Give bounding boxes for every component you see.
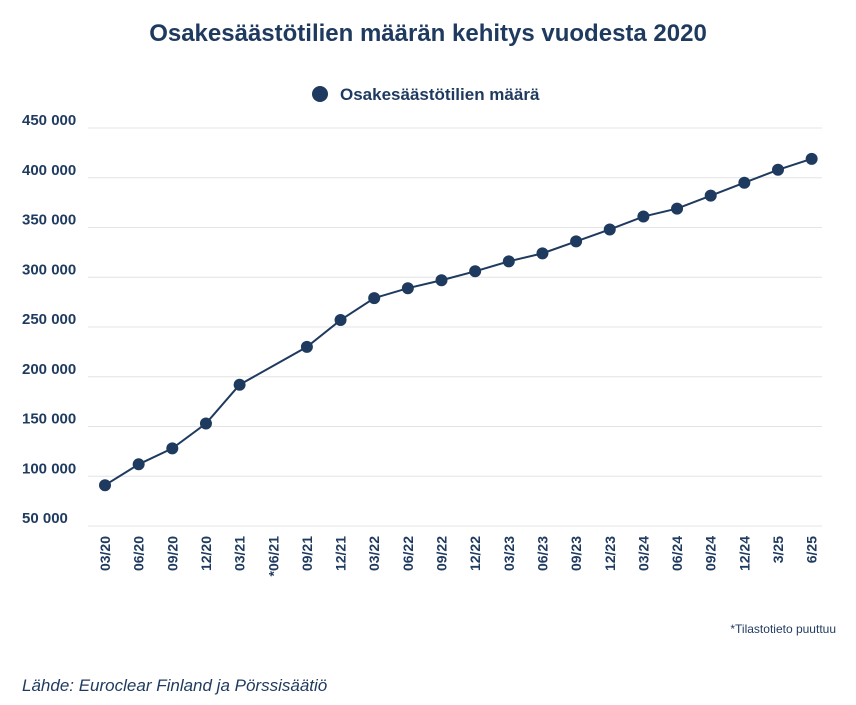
data-point [704,189,717,202]
legend-label: Osakesäästötilien määrä [340,85,540,104]
x-tick-label: 12/22 [467,536,483,571]
data-point [435,274,448,287]
data-point [637,210,650,223]
x-tick-label: 12/20 [198,536,214,571]
data-point [603,223,616,236]
data-point [300,340,313,353]
data-point [368,292,381,305]
x-tick-label: 06/23 [534,536,550,571]
x-tick-label: 09/24 [703,536,719,571]
x-tick-label: 09/20 [164,536,180,571]
data-point [536,247,549,260]
y-tick-label: 250 000 [22,311,76,328]
x-tick-label: 09/21 [299,536,315,571]
chart-title: Osakesäästötilien määrän kehitys vuodest… [149,20,707,47]
legend-marker [312,86,328,102]
x-tick-label: 12/24 [736,536,752,571]
series-line [104,157,812,487]
x-tick-label: 12/23 [602,536,618,571]
y-tick-label: 150 000 [22,411,76,428]
data-point [401,282,414,295]
y-tick-label: 350 000 [22,212,76,229]
data-point [671,202,684,215]
x-tick-label: 12/21 [333,536,349,571]
y-tick-label: 400 000 [22,162,76,179]
x-tick-label: 03/24 [635,536,651,571]
data-point [199,417,212,430]
y-tick-label: 300 000 [22,261,76,278]
x-tick-label: 06/24 [669,536,685,571]
x-tick-label: 09/23 [568,536,584,571]
x-tick-label: 03/21 [232,536,248,571]
series-line-path [104,157,812,487]
data-point [772,163,784,176]
data-point [469,265,482,278]
data-point [738,176,751,189]
data-point [570,235,583,248]
x-tick-label: 03/23 [501,536,517,571]
x-tick-label: *06/21 [265,536,281,577]
data-point [502,255,515,268]
x-tick-label: 06/22 [400,536,416,571]
source-note: Lähde: Euroclear Finland ja Pörssisäätiö [22,676,328,695]
x-tick-label: 6/25 [804,536,820,563]
series-points [99,152,818,492]
x-tick-label: 03/22 [366,536,382,571]
data-point [233,378,246,391]
data-point [166,442,179,455]
data-point [805,152,818,165]
x-tick-label: 3/25 [770,536,786,563]
y-axis-ticks: 450 000 400 000 350 000 300 000 250 000 200 0… [22,112,76,527]
x-tick-label: 09/22 [434,536,450,571]
data-point [99,479,111,492]
y-tick-label: 50 000 [22,510,68,527]
y-tick-label: 100 000 [22,460,76,477]
data-point [334,314,347,327]
data-point [132,458,145,471]
footnote: *Tilastotieto puuttuu [730,622,836,636]
legend: Osakesäästötilien määrä [312,85,540,104]
x-axis-ticks: 03/20 06/20 09/20 12/20 03/21 *06/21 09/21 12/2… [97,536,820,577]
gridlines [88,127,822,527]
x-tick-label: 06/20 [131,536,147,571]
y-tick-label: 200 000 [22,361,76,378]
y-tick-label: 450 000 [22,112,76,129]
x-tick-label: 03/20 [97,536,113,571]
